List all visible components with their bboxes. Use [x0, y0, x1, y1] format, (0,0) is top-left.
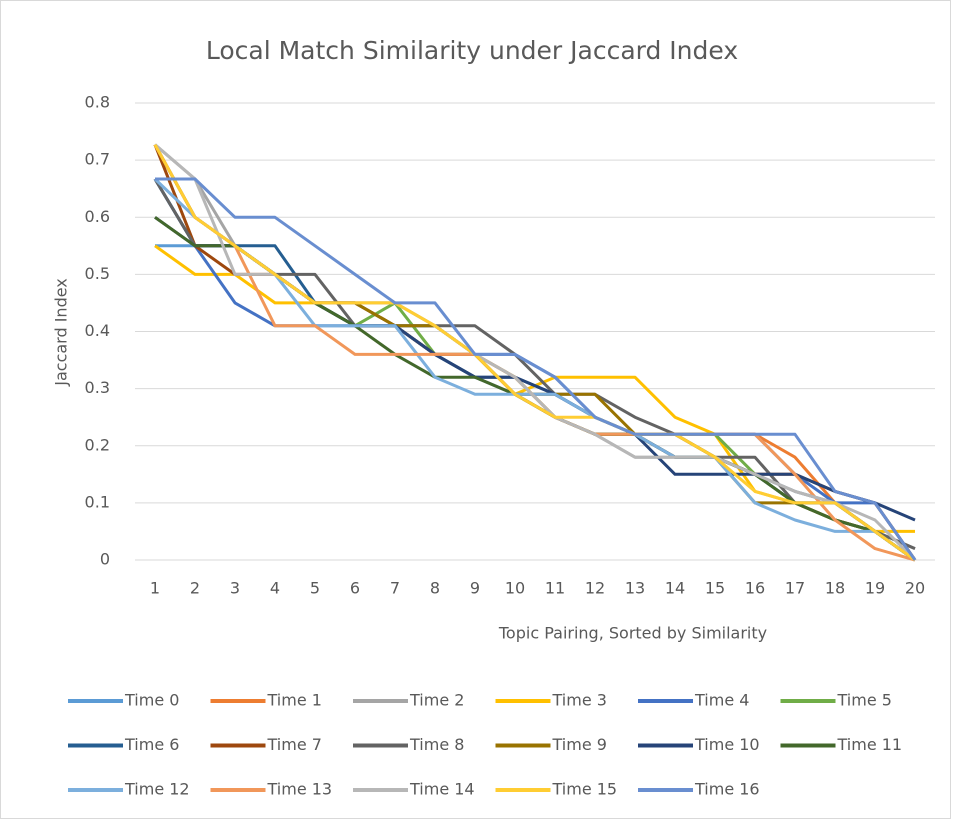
x-tick-label: 13 [625, 579, 645, 598]
series-line [153, 177, 916, 562]
y-axis-label: Jaccard Index [52, 278, 71, 387]
legend-label: Time 11 [837, 735, 903, 754]
x-tick-label: 15 [705, 579, 725, 598]
x-tick-label: 10 [505, 579, 525, 598]
legend-label: Time 6 [124, 735, 179, 754]
legend-label: Time 9 [552, 735, 607, 754]
y-tick-label: 0.8 [85, 93, 110, 112]
y-tick-label: 0.7 [85, 150, 110, 169]
x-tick-label: 12 [585, 579, 605, 598]
y-tick-label: 0.1 [85, 492, 110, 511]
legend-label: Time 15 [552, 780, 618, 799]
y-tick-label: 0.3 [85, 378, 110, 397]
x-tick-label: 1 [150, 579, 160, 598]
legend-label: Time 7 [267, 735, 322, 754]
x-tick-label: 16 [745, 579, 765, 598]
y-tick-label: 0.4 [85, 321, 110, 340]
x-axis-label: Topic Pairing, Sorted by Similarity [498, 624, 767, 643]
x-tick-label: 6 [350, 579, 360, 598]
x-tick-label: 11 [545, 579, 565, 598]
x-tick-label: 19 [865, 579, 885, 598]
legend-label: Time 13 [267, 780, 333, 799]
legend-label: Time 8 [409, 735, 464, 754]
y-tick-label: 0.5 [85, 264, 110, 283]
y-tick-label: 0.2 [85, 435, 110, 454]
legend-label: Time 10 [694, 735, 760, 754]
legend-label: Time 12 [124, 780, 190, 799]
x-tick-label: 5 [310, 579, 320, 598]
series-line [153, 143, 916, 562]
chart-title: Local Match Similarity under Jaccard Ind… [206, 36, 738, 65]
legend-label: Time 1 [267, 691, 322, 710]
y-tick-label: 0 [100, 550, 110, 569]
x-tick-label: 9 [470, 579, 480, 598]
legend-label: Time 2 [409, 691, 464, 710]
legend-label: Time 5 [837, 691, 892, 710]
x-tick-label: 20 [905, 579, 925, 598]
series-line [153, 178, 916, 550]
y-tick-label: 0.6 [85, 207, 110, 226]
x-tick-label: 7 [390, 579, 400, 598]
legend-label: Time 16 [694, 780, 760, 799]
legend-label: Time 4 [694, 691, 749, 710]
x-tick-label: 4 [270, 579, 280, 598]
legend-label: Time 3 [552, 691, 607, 710]
x-tick-label: 3 [230, 579, 240, 598]
x-tick-label: 8 [430, 579, 440, 598]
legend-label: Time 14 [409, 780, 475, 799]
x-tick-label: 17 [785, 579, 805, 598]
x-tick-label: 18 [825, 579, 845, 598]
x-tick-label: 14 [665, 579, 685, 598]
series-line [155, 177, 917, 561]
x-tick-label: 2 [190, 579, 200, 598]
legend-label: Time 0 [124, 691, 179, 710]
